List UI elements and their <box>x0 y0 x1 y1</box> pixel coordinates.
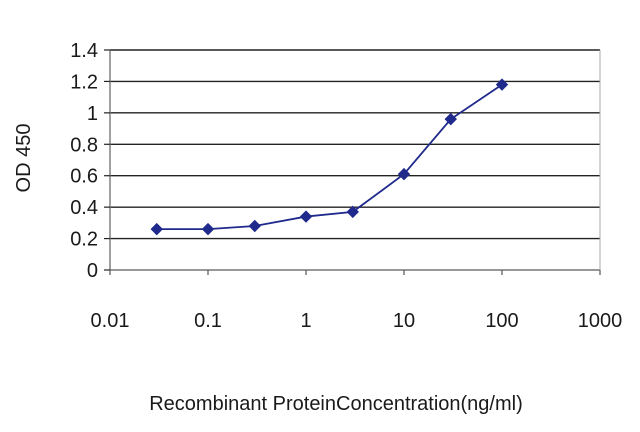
x-tick-label: 0.01 <box>91 310 130 332</box>
x-axis-ticks: 0.01 0.1 1 10 100 1000 <box>91 270 623 332</box>
y-tick-label: 0.6 <box>70 166 98 188</box>
y-tick-label: 1.4 <box>70 40 98 62</box>
x-tick-label: 1 <box>300 310 311 332</box>
data-point-marker <box>299 210 313 223</box>
x-tick-label: 1000 <box>578 310 623 332</box>
y-tick-label: 0.8 <box>70 134 98 156</box>
y-tick-label: 0.4 <box>70 197 98 219</box>
series-line <box>156 83 503 231</box>
x-tick-label: 0.1 <box>194 310 222 332</box>
data-point-marker <box>495 78 509 91</box>
data-point-marker <box>444 112 457 126</box>
y-axis-ticks: 0 0.2 0.4 0.6 0.8 1 1.2 1.4 <box>70 40 110 282</box>
y-tick-label: 1.2 <box>70 71 98 93</box>
data-point-marker <box>150 222 163 236</box>
data-point-marker <box>248 219 261 233</box>
x-tick-label: 10 <box>393 310 415 332</box>
y-tick-label: 0.2 <box>70 229 98 251</box>
data-point-marker <box>346 205 359 219</box>
series-group <box>150 78 509 236</box>
gridlines <box>110 49 600 240</box>
data-point-marker <box>201 222 215 236</box>
plot-frame <box>109 50 601 271</box>
y-tick-label: 0 <box>87 260 98 282</box>
x-axis-label: Recombinant ProteinConcentration(ng/ml) <box>149 393 523 415</box>
x-tick-label: 100 <box>485 310 518 332</box>
data-point-marker <box>397 167 411 181</box>
y-tick-label: 1 <box>87 103 98 125</box>
y-axis-label: OD 450 <box>13 124 35 193</box>
